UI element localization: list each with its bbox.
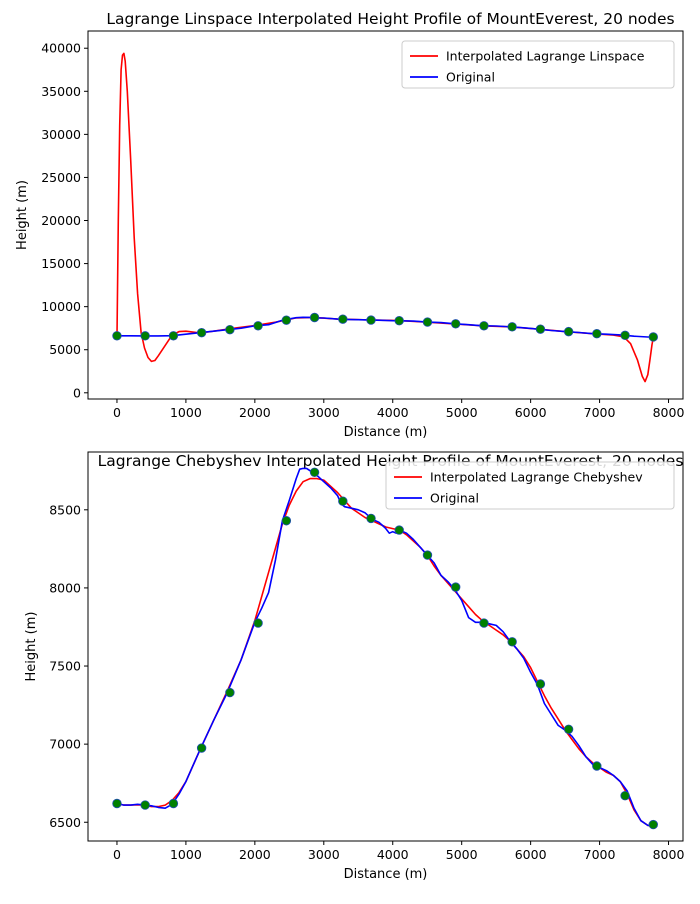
y-tick-label: 5000 bbox=[49, 342, 81, 357]
y-tick-label: 7000 bbox=[49, 737, 81, 752]
node-marker bbox=[450, 319, 461, 329]
x-tick-label: 4000 bbox=[377, 405, 409, 420]
node-marker bbox=[309, 312, 320, 323]
node-marker bbox=[422, 550, 433, 560]
x-tick-label: 1000 bbox=[170, 847, 202, 862]
legend: Interpolated Lagrange Chebyshev Original bbox=[385, 461, 675, 510]
y-tick-label: 35000 bbox=[41, 84, 81, 99]
node-marker bbox=[620, 790, 630, 801]
node-marker bbox=[140, 331, 150, 341]
legend-entry: Interpolated Lagrange Chebyshev bbox=[430, 470, 643, 485]
y-tick-label: 8500 bbox=[49, 502, 81, 517]
node-marker bbox=[563, 326, 574, 337]
chart-2: Lagrange Chebyshev Interpolated Height P… bbox=[24, 451, 685, 882]
axes-frame bbox=[87, 30, 684, 400]
x-tick-label: 4000 bbox=[377, 847, 409, 862]
node-marker bbox=[648, 819, 658, 830]
legend-entry: Interpolated Lagrange Linspace bbox=[446, 49, 645, 64]
node-marker bbox=[507, 322, 517, 332]
node-marker bbox=[281, 516, 292, 526]
node-marker bbox=[140, 800, 150, 810]
x-axis-label: Distance (m) bbox=[344, 867, 428, 882]
legend-box bbox=[401, 40, 675, 89]
node-marker bbox=[479, 618, 489, 628]
node-marker bbox=[592, 761, 602, 771]
node-marker bbox=[338, 496, 348, 506]
legend-entry: Original bbox=[446, 70, 495, 85]
node-marker bbox=[535, 324, 546, 334]
y-tick-label: 30000 bbox=[41, 127, 81, 142]
legend-box bbox=[385, 461, 675, 510]
node-marker bbox=[309, 467, 320, 478]
node-marker bbox=[112, 798, 122, 809]
y-axis-label: Height (m) bbox=[24, 612, 39, 682]
x-tick-label: 1000 bbox=[170, 405, 202, 420]
node-marker bbox=[394, 525, 404, 535]
y-axis-label: Height (m) bbox=[15, 180, 30, 250]
x-tick-label: 5000 bbox=[446, 405, 478, 420]
x-tick-label: 3000 bbox=[308, 847, 340, 862]
x-tick-label: 5000 bbox=[446, 847, 478, 862]
x-tick-label: 2000 bbox=[239, 847, 271, 862]
node-marker bbox=[366, 315, 376, 325]
series-line-original bbox=[116, 467, 654, 827]
node-marker bbox=[394, 315, 404, 326]
x-tick-label: 2000 bbox=[239, 405, 271, 420]
x-tick-label: 8000 bbox=[653, 847, 685, 862]
y-tick-label: 10000 bbox=[41, 299, 81, 314]
node-marker bbox=[648, 332, 658, 342]
y-tick-label: 40000 bbox=[41, 41, 81, 56]
node-marker bbox=[450, 582, 461, 592]
series-line-interpolated bbox=[116, 477, 654, 827]
axes-frame bbox=[87, 451, 684, 842]
x-tick-label: 7000 bbox=[584, 405, 616, 420]
chart-1: Lagrange Linspace Interpolated Height Pr… bbox=[15, 10, 684, 440]
x-tick-label: 8000 bbox=[653, 405, 685, 420]
y-tick-label: 7500 bbox=[49, 659, 81, 674]
x-tick-label: 0 bbox=[113, 847, 121, 862]
node-marker bbox=[281, 315, 292, 325]
legend: Interpolated Lagrange Linspace Original bbox=[401, 40, 675, 89]
x-tick-label: 0 bbox=[113, 405, 121, 420]
node-marker bbox=[196, 743, 207, 753]
node-marker bbox=[563, 724, 574, 734]
y-tick-label: 20000 bbox=[41, 213, 81, 228]
node-marker bbox=[507, 637, 517, 647]
node-marker bbox=[253, 618, 263, 628]
node-marker bbox=[168, 798, 179, 809]
node-marker bbox=[620, 330, 630, 341]
legend-entry: Original bbox=[430, 491, 479, 506]
node-marker bbox=[112, 331, 122, 341]
node-marker bbox=[225, 687, 235, 698]
x-tick-label: 7000 bbox=[584, 847, 616, 862]
y-tick-label: 8000 bbox=[49, 580, 81, 595]
node-marker bbox=[592, 329, 602, 339]
x-axis-label: Distance (m) bbox=[344, 425, 428, 440]
x-tick-label: 6000 bbox=[515, 405, 547, 420]
x-tick-label: 6000 bbox=[515, 847, 547, 862]
node-marker bbox=[366, 513, 376, 524]
node-marker bbox=[225, 324, 235, 335]
node-marker bbox=[253, 321, 263, 331]
chart-title: Lagrange Linspace Interpolated Height Pr… bbox=[106, 10, 674, 28]
y-tick-label: 15000 bbox=[41, 256, 81, 271]
y-tick-label: 0 bbox=[73, 385, 81, 400]
series-line-original bbox=[117, 316, 654, 338]
node-marker bbox=[196, 327, 207, 338]
node-marker bbox=[479, 321, 489, 331]
node-marker bbox=[422, 317, 433, 327]
node-marker bbox=[338, 314, 348, 324]
node-marker bbox=[168, 331, 179, 341]
y-tick-label: 25000 bbox=[41, 170, 81, 185]
y-tick-label: 6500 bbox=[49, 815, 81, 830]
node-marker bbox=[535, 679, 546, 689]
plot-area bbox=[116, 467, 654, 827]
x-tick-label: 3000 bbox=[308, 405, 340, 420]
